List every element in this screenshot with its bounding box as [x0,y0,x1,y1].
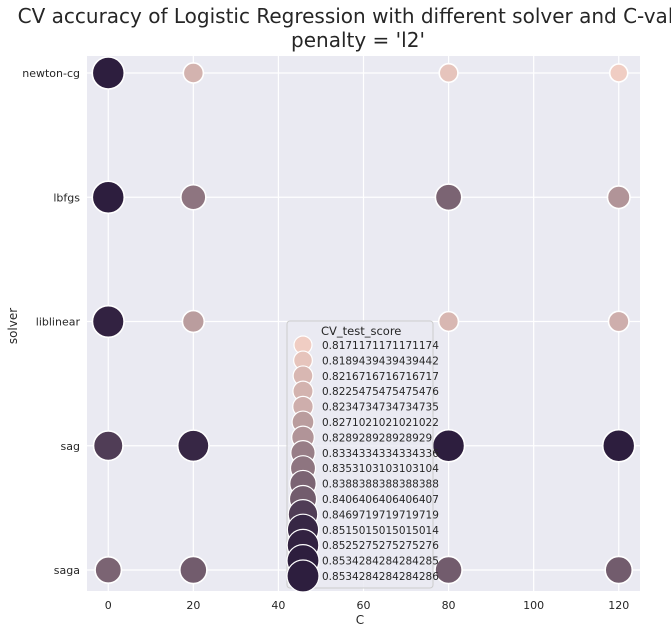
data-point [607,186,630,209]
legend-label: 0.8225475475475476 [322,386,439,398]
legend-label: 0.8353103103103104 [322,463,439,475]
x-tick-label: 60 [357,599,371,612]
data-point [183,63,203,83]
legend: CV_test_score 0.8171171171171174 0.818943… [287,321,439,592]
data-point [95,557,121,583]
y-tick-labels: newton-cg lbfgs liblinear sag saga [22,67,80,577]
y-tick-label: liblinear [36,316,81,329]
y-tick-label: lbfgs [53,191,80,204]
y-tick-label: saga [54,564,80,577]
data-point [92,306,124,338]
legend-label: 0.8525275275275276 [322,540,439,552]
y-tick-label: sag [61,440,80,453]
data-point [181,185,206,210]
x-tick-labels: 0 20 40 60 80 100 120 [105,599,629,612]
legend-label: 0.8469719719719719 [322,509,439,521]
x-tick-label: 20 [186,599,200,612]
data-point [435,184,461,210]
x-tick-label: 80 [442,599,456,612]
data-point [439,64,458,83]
x-tick-label: 40 [271,599,285,612]
legend-label: 0.8388388388388388 [322,479,439,491]
legend-label: 0.8216716716716717 [322,371,439,383]
legend-title: CV_test_score [321,324,401,338]
data-point [180,556,207,583]
legend-label: 0.8234734734734735 [322,402,439,414]
legend-marker [287,560,319,592]
x-axis-label: C [356,613,364,627]
legend-label: 0.8534284284284286 [322,571,439,583]
data-point [92,181,124,213]
legend-label: 0.828928928928929 [322,432,432,444]
x-tick-label: 100 [523,599,544,612]
legend-label: 0.8406406406406407 [322,494,439,506]
legend-label: 0.8334334334334336 [322,448,439,460]
x-tick-label: 0 [105,599,112,612]
data-point [92,57,124,89]
data-point [609,311,629,331]
y-tick-label: newton-cg [22,67,80,80]
data-point [603,430,635,462]
y-axis-label: solver [6,308,20,344]
data-point [605,556,632,583]
legend-label: 0.8271021021021022 [322,417,439,429]
data-point [94,431,124,461]
data-point [439,312,459,332]
chart-subtitle: penalty = 'l2' [291,28,425,52]
legend-label: 0.8534284284284285 [322,556,439,568]
data-point [182,311,204,333]
data-point [435,556,462,583]
legend-label: 0.8171171171171174 [322,340,439,352]
data-point [610,64,628,82]
legend-label: 0.8189439439439442 [322,355,439,367]
data-point [178,430,209,461]
legend-label: 0.8515015015015014 [322,525,439,537]
x-tick-label: 120 [608,599,629,612]
chart-title: CV accuracy of Logistic Regression with … [18,4,671,28]
